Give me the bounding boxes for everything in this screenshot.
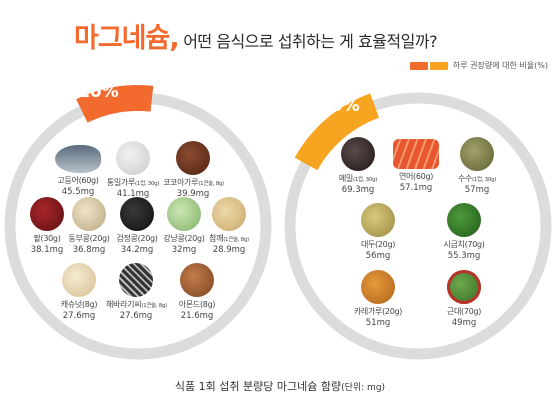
food-value: 56mg [365,251,391,261]
food-name: 대두(20g) [360,240,396,249]
ring-track-20 [284,92,552,360]
sorghum-icon [460,137,494,171]
food-unit: (1컵, 30g) [135,181,160,187]
food-curry-powder: 카레가루(20g) 51mg [348,270,408,328]
food-value: 34.2mg [120,245,154,255]
almond-icon [180,263,214,297]
food-value: 49mg [451,318,477,328]
food-unit: (1큰술, 8g) [198,181,225,187]
food-value: 51mg [365,318,391,328]
food-unit: (1큰술, 8g) [223,237,249,243]
food-unit: (1컵, 30g) [471,177,497,183]
food-mackerel: 고등어(60g) 45.5mg [48,141,108,197]
food-spinach: 시금치(70g) 55.3mg [434,203,494,261]
food-salmon: 연어(60g) 57.1mg [386,137,446,193]
food-almond: 아몬드(8g) 21.6mg [167,263,227,321]
soybean-icon [361,203,395,237]
food-name: 메밀 [338,174,353,183]
cowpea-icon [72,197,106,231]
food-sorghum: 수수(1컵, 30g) 57mg [447,137,507,195]
food-name: 코코아가루 [163,178,199,187]
mackerel-icon [55,145,101,173]
buckwheat-icon [341,137,375,171]
legend-swatch-yellow [429,61,448,70]
food-value: 45.5mg [61,187,95,197]
percent-label-20: 20% [319,96,360,116]
food-name: 카레가루(20g) [353,307,403,316]
food-name: 시금치(70g) [443,240,485,249]
food-unit: (1컵, 30g) [352,177,378,183]
cocoa-powder-icon [176,141,210,175]
food-red-bean: 팥(30g) 38.1mg [17,197,77,255]
wheat-flour-icon [116,141,150,175]
food-value: 27.6mg [119,311,153,321]
food-cowpea: 동부콩(20g) 36.8mg [59,197,119,255]
chard-icon [447,270,481,304]
food-kidney-bean: 강낭콩(20g) 32mg [154,197,214,255]
food-unit: (1큰술, 8g) [141,303,168,309]
page-title: 마그네슘, 어떤 음식으로 섭취하는 게 효율적일까? [74,16,438,55]
food-name: 연어(60g) [398,172,434,181]
sesame-icon [212,197,246,231]
title-rest: 어떤 음식으로 섭취하는 게 효율적일까? [178,32,438,51]
kidney-bean-icon [167,197,201,231]
food-value: 28.9mg [212,245,246,255]
ring-arc-20 [277,84,559,367]
food-value: 21.6mg [180,311,214,321]
food-name: 통밀가루 [106,178,136,187]
red-bean-icon [30,197,64,231]
percent-label-10: 10% [78,82,119,102]
food-black-bean: 검정콩(20g) 34.2mg [107,197,167,255]
legend-swatch-orange [409,61,428,70]
food-value: 39.9mg [176,189,210,199]
food-name: 참깨 [209,234,224,243]
food-name: 캐슈넛(8g) [60,300,98,309]
food-name: 해바라기씨 [106,300,142,309]
title-accent: 마그네슘, [74,23,180,54]
black-bean-icon [120,197,154,231]
food-chard: 근대(70g) 49mg [434,270,494,328]
food-value: 57.1mg [399,183,433,193]
spinach-icon [447,203,481,237]
food-cocoa-powder: 코코아가루(1큰술, 8g) 39.9mg [163,141,225,199]
food-name: 강낭콩(20g) [163,234,205,243]
food-name: 팥(30g) [33,234,61,243]
food-value: 38.1mg [30,245,64,255]
curry-powder-icon [361,270,395,304]
food-name: 동부콩(20g) [68,234,110,243]
food-value: 55.3mg [447,251,481,261]
sunflower-seed-icon [119,263,153,297]
food-value: 69.3mg [341,185,375,195]
food-name: 고등어(60g) [57,176,99,185]
food-value: 57mg [464,185,490,195]
caption-unit: (단위: mg) [341,383,386,393]
food-name: 근대(70g) [446,307,482,316]
legend-label: 하루 권장량에 대한 비율(%) [452,61,548,70]
food-name: 검정콩(20g) [116,234,158,243]
food-name: 아몬드(8g) [178,300,216,309]
caption: 식품 1회 섭취 분량당 마그네슘 함량(단위: mg) [0,378,560,394]
salmon-icon [393,139,439,169]
caption-main: 식품 1회 섭취 분량당 마그네슘 함량 [174,380,342,393]
food-value: 41.1mg [116,189,150,199]
food-value: 36.8mg [72,245,106,255]
food-sesame: 참깨(1큰술, 8g) 28.9mg [199,197,259,255]
food-name: 수수 [457,174,472,183]
food-wheat-flour: 통밀가루(1컵, 30g) 41.1mg [103,141,163,199]
food-cashew: 캐슈넛(8g) 27.6mg [49,263,109,321]
cashew-icon [62,263,96,297]
legend: 하루 권장량에 대한 비율(%) [409,60,548,71]
food-buckwheat: 메밀(1컵, 30g) 69.3mg [328,137,388,195]
ring-arc-10 [0,84,279,367]
food-soybean: 대두(20g) 56mg [348,203,408,261]
food-value: 27.6mg [62,311,96,321]
food-value: 32mg [171,245,197,255]
food-sunflower-seed: 해바라기씨(1큰술, 8g) 27.6mg [106,263,168,321]
